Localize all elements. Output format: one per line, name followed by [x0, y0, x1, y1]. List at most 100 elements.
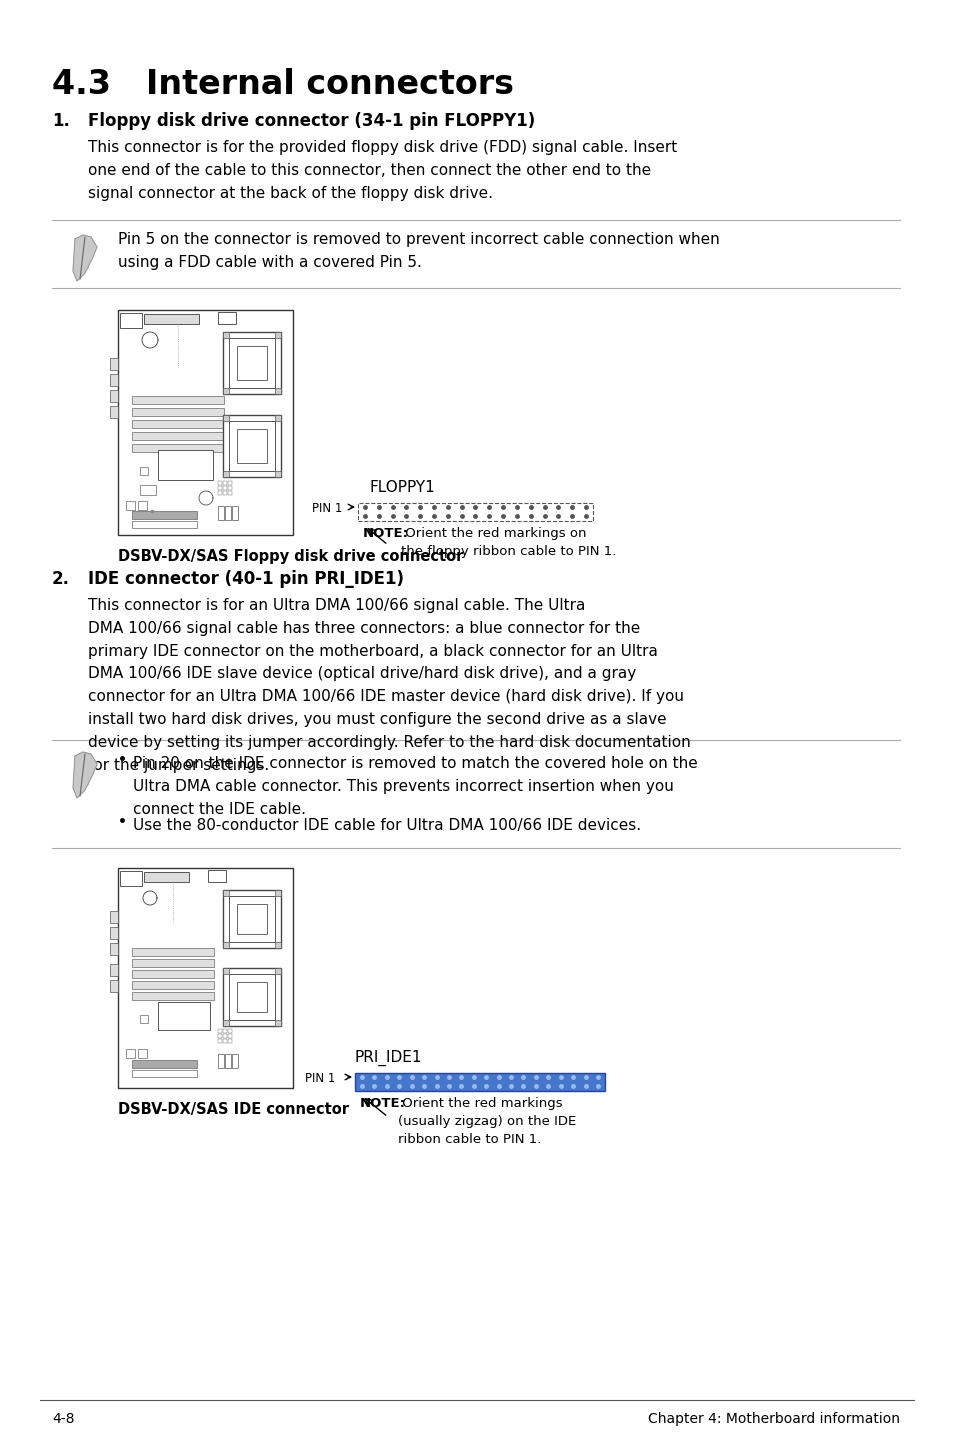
Bar: [218, 1040, 222, 1043]
Bar: [223, 1030, 227, 1032]
Bar: [132, 444, 224, 452]
Bar: [132, 431, 224, 440]
Bar: [223, 472, 229, 477]
Text: 1.: 1.: [52, 112, 70, 129]
Bar: [140, 467, 148, 475]
Bar: [218, 1054, 224, 1068]
Bar: [158, 450, 213, 480]
Bar: [132, 521, 196, 528]
Bar: [223, 890, 281, 948]
Bar: [132, 992, 213, 999]
Bar: [223, 332, 281, 394]
Bar: [236, 347, 267, 380]
Bar: [228, 490, 232, 495]
Bar: [223, 942, 229, 948]
Bar: [223, 388, 229, 394]
Text: IDE connector (40-1 pin PRI_IDE1): IDE connector (40-1 pin PRI_IDE1): [88, 569, 403, 588]
Bar: [225, 506, 231, 521]
Text: 2.: 2.: [52, 569, 70, 588]
Bar: [158, 1002, 210, 1030]
Bar: [274, 416, 281, 421]
Text: Orient the red markings
(usually zigzag) on the IDE
ribbon cable to PIN 1.: Orient the red markings (usually zigzag)…: [397, 1097, 576, 1146]
Bar: [140, 1015, 148, 1022]
Bar: [110, 390, 118, 403]
Text: PIN 1: PIN 1: [305, 1071, 335, 1086]
Polygon shape: [73, 234, 97, 280]
Bar: [274, 968, 281, 974]
Bar: [144, 313, 199, 324]
Bar: [218, 1034, 222, 1038]
Bar: [110, 943, 118, 955]
Text: This connector is for an Ultra DMA 100/66 signal cable. The Ultra
DMA 100/66 sig: This connector is for an Ultra DMA 100/6…: [88, 598, 690, 772]
Bar: [229, 896, 274, 942]
Bar: [144, 871, 189, 881]
Bar: [228, 480, 232, 485]
Bar: [118, 869, 293, 1089]
Bar: [110, 374, 118, 385]
Bar: [223, 332, 229, 338]
Bar: [225, 1054, 231, 1068]
Bar: [223, 416, 229, 421]
Bar: [274, 942, 281, 948]
Bar: [274, 1020, 281, 1025]
Polygon shape: [73, 752, 97, 798]
Bar: [274, 388, 281, 394]
Text: DSBV-DX/SAS Floppy disk drive connector: DSBV-DX/SAS Floppy disk drive connector: [118, 549, 463, 564]
Bar: [120, 871, 142, 886]
Bar: [208, 870, 226, 881]
Text: PIN 1: PIN 1: [312, 502, 342, 515]
Bar: [274, 472, 281, 477]
Bar: [218, 1030, 222, 1032]
Bar: [236, 982, 267, 1012]
Bar: [232, 1054, 237, 1068]
Text: 4.3   Internal connectors: 4.3 Internal connectors: [52, 68, 514, 101]
Bar: [110, 928, 118, 939]
Bar: [140, 485, 156, 495]
Text: This connector is for the provided floppy disk drive (FDD) signal cable. Insert
: This connector is for the provided flopp…: [88, 139, 677, 200]
Text: Chapter 4: Motherboard information: Chapter 4: Motherboard information: [647, 1412, 899, 1426]
Bar: [274, 332, 281, 338]
Text: Pin 5 on the connector is removed to prevent incorrect cable connection when
usi: Pin 5 on the connector is removed to pre…: [118, 232, 719, 270]
Bar: [218, 506, 224, 521]
Text: Orient the red markings on
the floppy ribbon cable to PIN 1.: Orient the red markings on the floppy ri…: [400, 526, 616, 558]
Bar: [110, 912, 118, 923]
Bar: [132, 971, 213, 978]
Bar: [218, 312, 235, 324]
Bar: [138, 1048, 147, 1058]
Bar: [118, 311, 293, 535]
Text: Pin 20 on the IDE connector is removed to match the covered hole on the
Ultra DM: Pin 20 on the IDE connector is removed t…: [132, 756, 697, 817]
Bar: [236, 905, 267, 935]
Bar: [228, 486, 232, 490]
Bar: [218, 486, 222, 490]
Bar: [228, 1030, 232, 1032]
Bar: [138, 500, 147, 510]
Bar: [132, 948, 213, 956]
Bar: [228, 1040, 232, 1043]
Text: PRI_IDE1: PRI_IDE1: [355, 1050, 422, 1066]
Bar: [132, 420, 224, 429]
Bar: [232, 506, 237, 521]
Bar: [223, 480, 227, 485]
Bar: [132, 1060, 196, 1068]
Bar: [223, 490, 227, 495]
Text: NOTE:: NOTE:: [363, 526, 409, 541]
Bar: [355, 1073, 604, 1091]
Bar: [223, 1034, 227, 1038]
Bar: [110, 981, 118, 992]
Bar: [132, 510, 196, 519]
Bar: [132, 408, 224, 416]
Bar: [229, 338, 274, 388]
Text: FLOPPY1: FLOPPY1: [370, 480, 436, 495]
Bar: [132, 1070, 196, 1077]
Bar: [223, 968, 281, 1025]
Bar: [132, 395, 224, 404]
Text: Floppy disk drive connector (34-1 pin FLOPPY1): Floppy disk drive connector (34-1 pin FL…: [88, 112, 535, 129]
Bar: [229, 421, 274, 472]
Bar: [223, 416, 281, 477]
Bar: [223, 1020, 229, 1025]
Text: DSBV-DX/SAS IDE connector: DSBV-DX/SAS IDE connector: [118, 1102, 349, 1117]
Bar: [126, 500, 135, 510]
Bar: [110, 358, 118, 370]
Bar: [357, 503, 593, 521]
Text: Use the 80-conductor IDE cable for Ultra DMA 100/66 IDE devices.: Use the 80-conductor IDE cable for Ultra…: [132, 818, 640, 833]
